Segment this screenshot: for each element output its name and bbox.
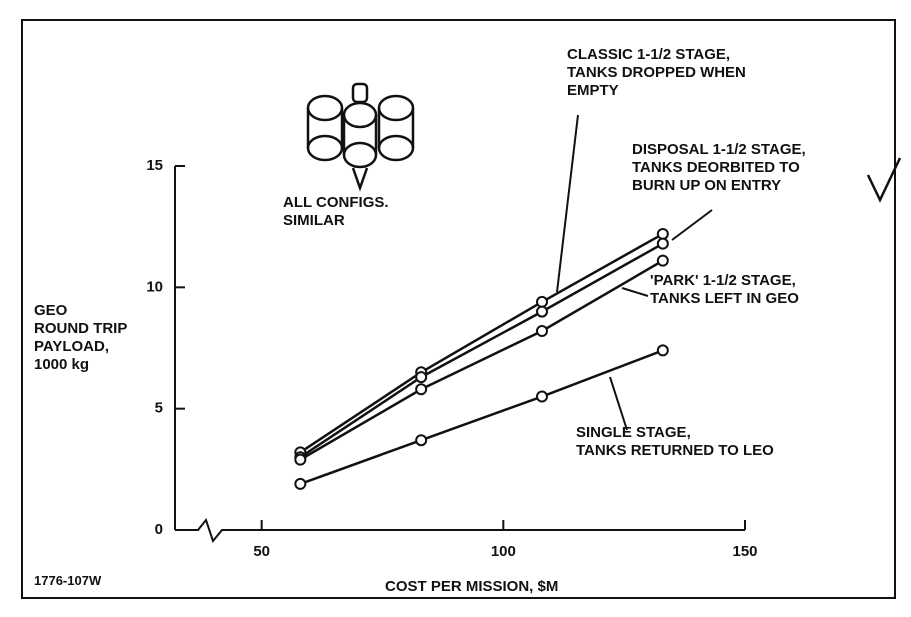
data-point (294, 453, 307, 466)
leaders (556, 114, 713, 431)
data-point (415, 371, 428, 384)
x-tick-label: 50 (253, 543, 270, 560)
data-point (536, 305, 548, 318)
series-label: 'PARK' 1-1/2 STAGE, TANKS LEFT IN GEO (650, 272, 799, 307)
y-axis-label: GEO ROUND TRIP PAYLOAD, 1000 kg (34, 302, 128, 373)
y-tick-label: 10 (146, 278, 163, 295)
vehicle-icon (306, 82, 415, 192)
series-line (299, 349, 664, 486)
y-tick-label: 15 (146, 157, 163, 174)
data-point (415, 434, 428, 447)
series-line (299, 242, 664, 459)
figure-code: 1776-107W (34, 573, 102, 588)
series-label: CLASSIC 1-1/2 STAGE, TANKS DROPPED WHEN … (567, 46, 746, 99)
frame (21, 19, 896, 599)
data-point (536, 295, 548, 308)
x-axis-label: COST PER MISSION, $M (385, 578, 559, 595)
x-axis (175, 517, 745, 544)
data-point (294, 477, 307, 490)
data-point (656, 237, 669, 250)
data-point (536, 390, 548, 403)
y-tick-label: 0 (155, 521, 163, 538)
data-point (656, 254, 669, 267)
data-point (656, 227, 669, 240)
data-point (536, 325, 548, 338)
x-tick-label: 100 (491, 543, 516, 560)
y-tick-label: 5 (155, 400, 163, 417)
series-line (299, 259, 664, 461)
checkmark (866, 157, 902, 203)
annotation: ALL CONFIGS. SIMILAR (283, 194, 389, 229)
series-label: SINGLE STAGE, TANKS RETURNED TO LEO (576, 424, 774, 459)
series-line (299, 232, 664, 454)
data-point (415, 383, 428, 396)
series-label: DISPOSAL 1-1/2 STAGE, TANKS DEORBITED TO… (632, 141, 806, 194)
data-point (656, 344, 669, 357)
x-tick-label: 150 (732, 543, 757, 560)
